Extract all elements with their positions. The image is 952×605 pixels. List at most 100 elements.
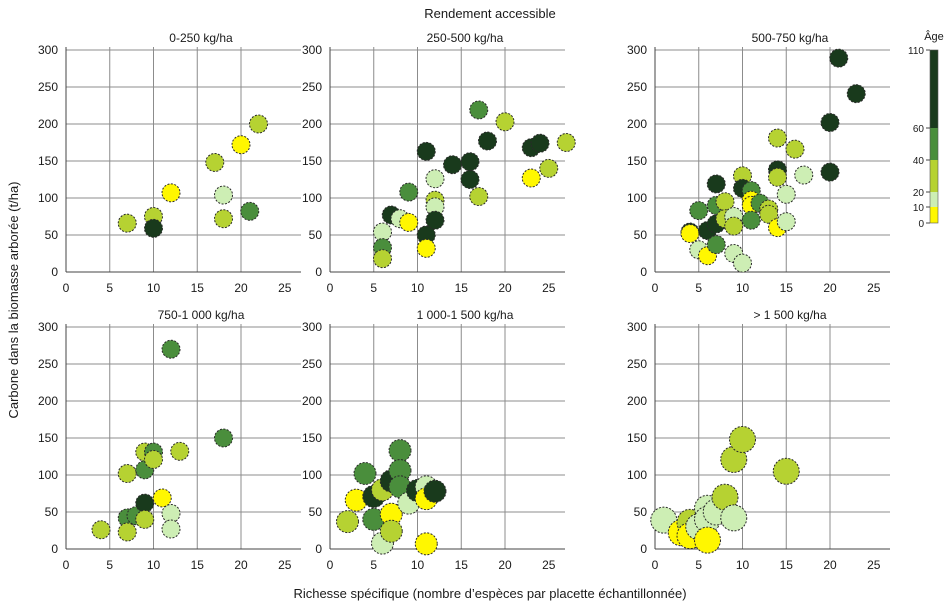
panel-title: 1 000-1 500 kg/ha	[417, 308, 514, 322]
scatter-point	[776, 212, 796, 232]
y-tick-label: 200	[302, 117, 322, 131]
scatter-point	[469, 187, 489, 207]
legend-tick-label: 110	[908, 46, 924, 57]
panel: 0 50 100 150 200 250 300 0 5 10 15 20 25 250-500 kg/h…	[302, 31, 576, 295]
x-tick-label: 15	[780, 558, 794, 572]
scatter-point	[399, 212, 419, 232]
scatter-point	[231, 135, 251, 155]
legend-tick-label: 40	[913, 156, 925, 167]
x-tick-label: 0	[652, 558, 659, 572]
y-tick-label: 0	[315, 265, 322, 279]
y-axis-label: Carbone dans la biomasse arborée (t/ha)	[6, 181, 21, 418]
panel: 0 50 100 150 200 250 300 0 5 10 15 20 25 500-750 kg/h…	[627, 31, 890, 295]
scatter-point	[416, 238, 436, 258]
scatter-point	[353, 462, 377, 486]
scatter-point	[117, 213, 137, 233]
x-tick-label: 0	[652, 281, 659, 295]
scatter-point	[776, 184, 796, 204]
panel: 0 50 100 150 200 250 300 0 5 10 15 20 25 1 000-1 500 …	[302, 308, 565, 572]
y-tick-label: 50	[45, 505, 59, 519]
x-tick-label: 15	[191, 558, 205, 572]
scatter-point	[729, 425, 756, 453]
y-tick-label: 200	[302, 394, 322, 408]
x-tick-label: 20	[823, 558, 837, 572]
y-tick-label: 300	[302, 43, 322, 57]
x-tick-label: 5	[370, 558, 377, 572]
x-tick-label: 10	[147, 281, 161, 295]
y-tick-label: 250	[38, 357, 58, 371]
x-tick-label: 25	[867, 558, 881, 572]
scatter-point	[706, 174, 726, 194]
scatter-point	[530, 133, 550, 153]
legend-band	[930, 192, 938, 207]
scatter-point	[144, 449, 163, 469]
scatter-point	[161, 519, 181, 539]
x-tick-label: 10	[411, 281, 425, 295]
x-tick-label: 5	[106, 281, 113, 295]
scatter-point	[425, 169, 445, 189]
scatter-point	[388, 459, 412, 483]
scatter-point	[161, 183, 181, 203]
y-tick-label: 50	[634, 228, 648, 242]
scatter-point	[478, 131, 497, 151]
scatter-point	[135, 509, 155, 529]
legend-band	[930, 128, 938, 160]
y-tick-label: 100	[302, 191, 322, 205]
y-tick-label: 100	[302, 468, 322, 482]
y-tick-label: 150	[302, 154, 322, 168]
x-tick-label: 20	[498, 558, 512, 572]
panel-title: 0-250 kg/ha	[169, 31, 233, 45]
scatter-point	[135, 493, 155, 513]
x-tick-label: 15	[191, 281, 205, 295]
scatter-point	[846, 84, 866, 104]
x-tick-label: 5	[695, 281, 702, 295]
x-tick-label: 5	[695, 558, 702, 572]
legend-tick-label: 0	[918, 219, 924, 230]
scatter-point	[460, 170, 480, 189]
y-tick-label: 0	[51, 265, 58, 279]
scatter-point	[170, 441, 190, 461]
x-tick-label: 15	[780, 281, 794, 295]
scatter-point	[240, 201, 260, 221]
scatter-point	[91, 520, 111, 540]
x-tick-label: 25	[542, 281, 556, 295]
panel: 0 50 100 150 200 250 300 0 5 10 15 20 25 0-250 kg/ha	[38, 31, 301, 295]
y-tick-label: 300	[38, 320, 58, 334]
scatter-point	[680, 224, 700, 244]
scatter-point	[694, 526, 721, 554]
y-tick-label: 150	[38, 431, 58, 445]
y-tick-label: 50	[634, 505, 648, 519]
x-tick-label: 10	[736, 281, 750, 295]
scatter-point	[379, 502, 403, 526]
y-tick-label: 250	[302, 80, 322, 94]
x-tick-label: 15	[455, 281, 469, 295]
y-tick-label: 250	[627, 357, 647, 371]
legend-tick-label: 20	[913, 188, 925, 199]
scatter-point	[336, 510, 359, 534]
scatter-point	[460, 152, 480, 172]
scatter-point	[741, 210, 761, 230]
y-tick-label: 150	[627, 431, 647, 445]
scatter-point	[214, 209, 233, 229]
x-tick-label: 5	[370, 281, 377, 295]
y-tick-label: 250	[38, 80, 58, 94]
scatter-point	[820, 113, 840, 133]
scatter-point	[379, 519, 403, 543]
y-tick-label: 200	[627, 394, 647, 408]
y-tick-label: 50	[45, 228, 59, 242]
scatter-point	[820, 162, 840, 182]
scatter-point	[794, 165, 814, 185]
x-axis-label: Richesse spécifique (nombre d’espèces pa…	[293, 586, 686, 601]
y-tick-label: 150	[38, 154, 58, 168]
scatter-point	[689, 201, 709, 221]
scatter-point	[423, 479, 447, 503]
x-tick-label: 20	[498, 281, 512, 295]
x-tick-label: 0	[63, 558, 70, 572]
scatter-point	[388, 439, 412, 463]
scatter-point	[161, 339, 181, 359]
y-tick-label: 0	[640, 542, 647, 556]
y-tick-label: 200	[38, 117, 58, 131]
x-tick-label: 5	[106, 558, 113, 572]
scatter-point	[733, 253, 752, 273]
